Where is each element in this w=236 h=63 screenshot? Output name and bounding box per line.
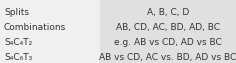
Text: S₄C₄T₂: S₄C₄T₂ <box>4 38 32 47</box>
Text: Combinations: Combinations <box>4 23 66 32</box>
Text: e.g. AB vs CD, AD vs BC: e.g. AB vs CD, AD vs BC <box>114 38 222 47</box>
Text: Splits: Splits <box>4 8 29 17</box>
Text: AB, CD, AC, BD, AD, BC: AB, CD, AC, BD, AD, BC <box>116 23 220 32</box>
Text: AB vs CD, AC vs. BD, AD vs BC: AB vs CD, AC vs. BD, AD vs BC <box>99 53 236 62</box>
Bar <box>100 0 236 63</box>
Text: S₄C₆T₃: S₄C₆T₃ <box>4 53 32 62</box>
Text: A, B, C, D: A, B, C, D <box>147 8 189 17</box>
